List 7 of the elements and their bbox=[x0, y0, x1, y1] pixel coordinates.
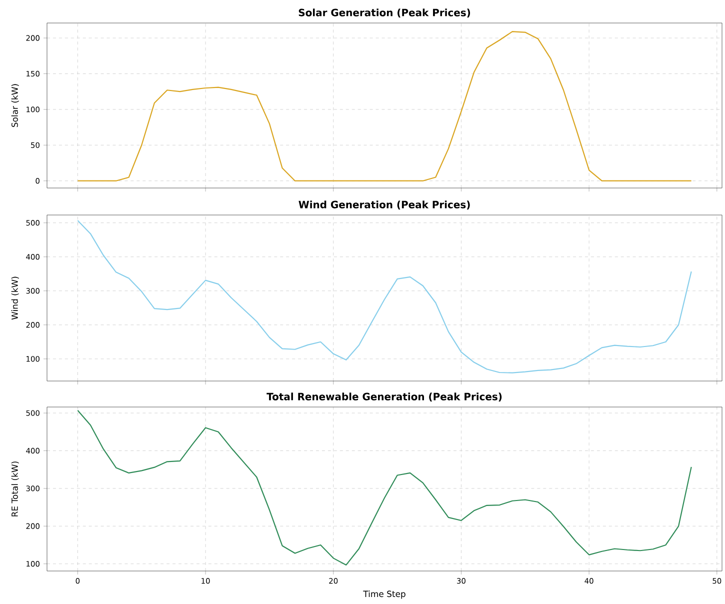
chart-title: Wind Generation (Peak Prices) bbox=[298, 200, 470, 210]
y-axis-title: RE Total (kW) bbox=[11, 462, 19, 516]
chart-title: Total Renewable Generation (Peak Prices) bbox=[266, 392, 502, 402]
y-axis-title: Solar (kW) bbox=[11, 84, 19, 128]
y-axis-title: Wind (kW) bbox=[11, 276, 19, 320]
chart-title: Solar Generation (Peak Prices) bbox=[298, 8, 470, 18]
x-axis-title: Time Step bbox=[363, 590, 406, 599]
